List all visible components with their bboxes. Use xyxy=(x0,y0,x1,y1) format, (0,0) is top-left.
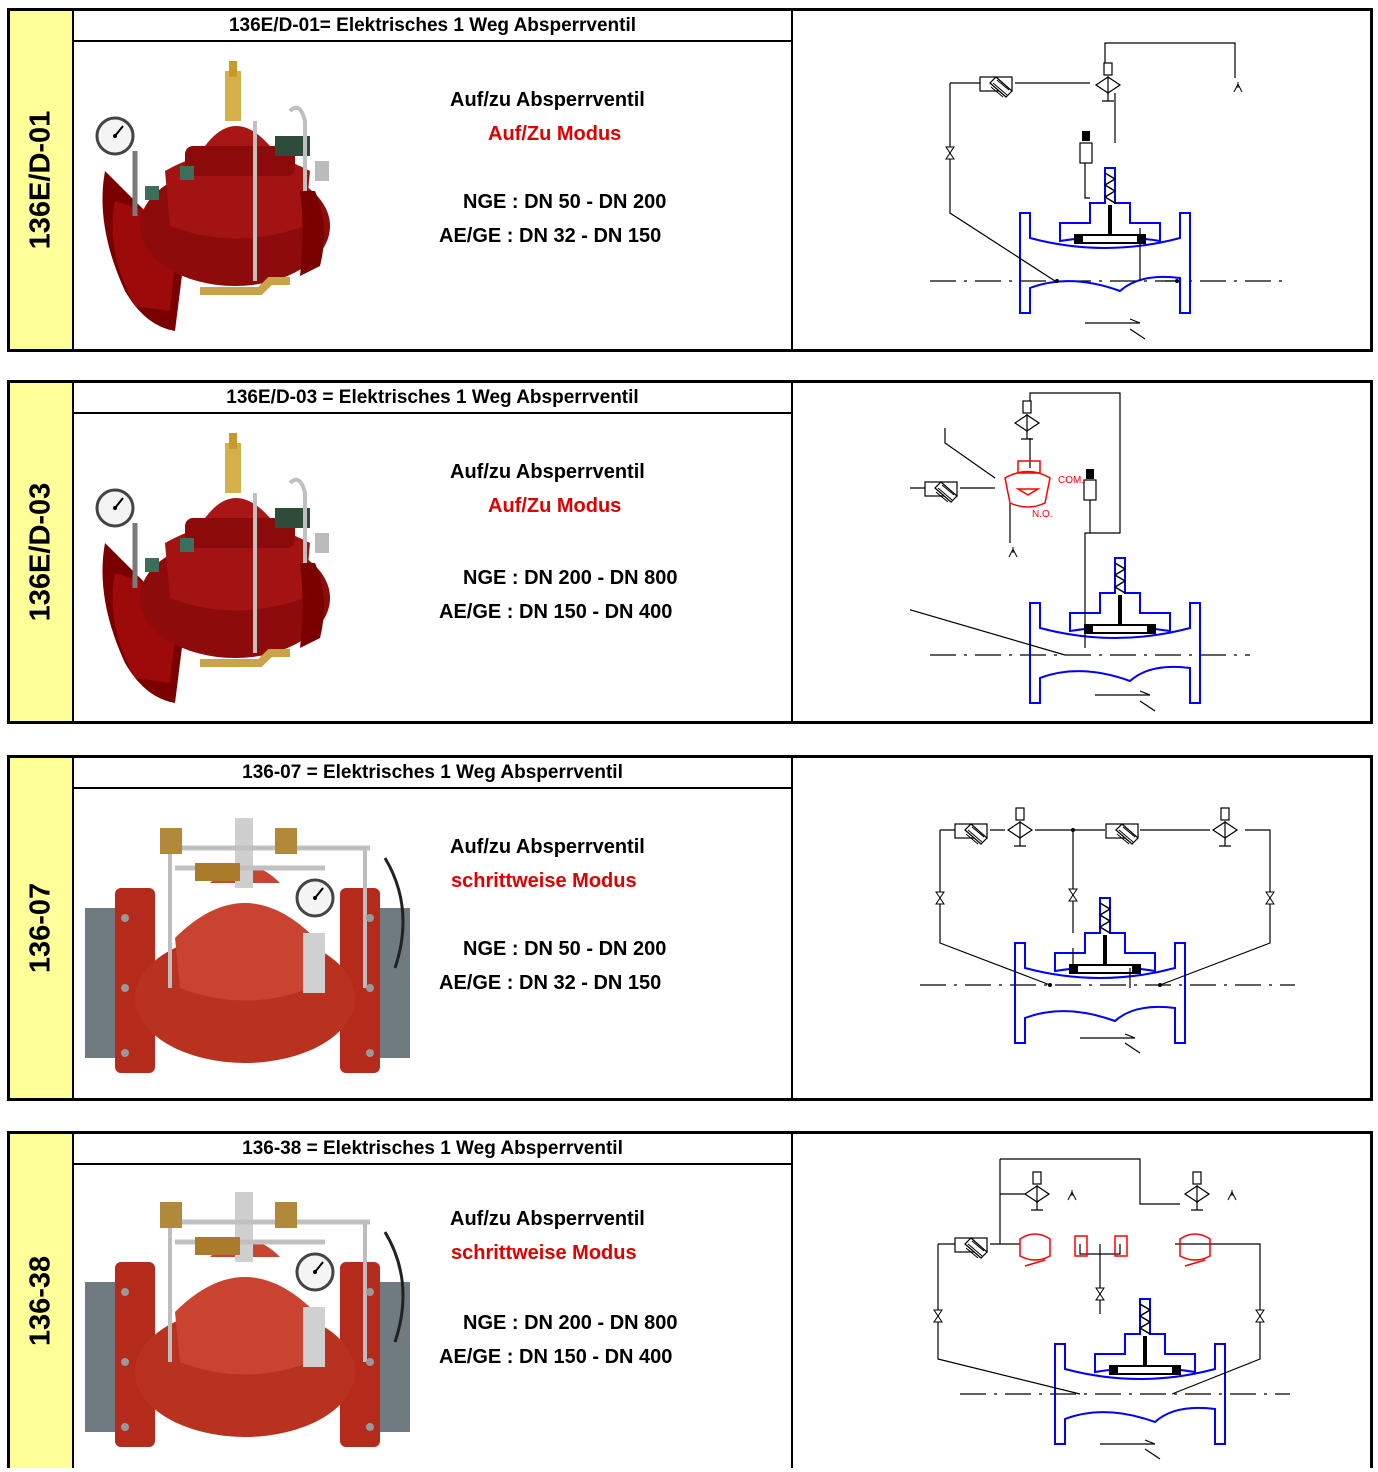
card-title: 136-07 = Elektrisches 1 Weg Absperrventi… xyxy=(74,758,791,789)
valve-photo xyxy=(85,423,345,718)
card-title: 136-38 = Elektrisches 1 Weg Absperrventi… xyxy=(74,1134,791,1165)
model-code-cell: 136-07 xyxy=(10,758,74,1098)
no-label: N.O. xyxy=(1032,509,1053,520)
function-label: Auf/zu Absperrventil xyxy=(450,89,645,111)
column-divider xyxy=(791,11,793,349)
valve-info: Auf/zu Absperrventil Auf/Zu Modus NGE : … xyxy=(415,383,775,713)
aege-size-range: AE/GE : DN 150 - DN 400 xyxy=(439,1346,673,1368)
valve-card: 136E/D-03 136E/D-03 = Elektrisches 1 Weg… xyxy=(7,380,1373,724)
aege-size-range: AE/GE : DN 32 - DN 150 xyxy=(439,972,662,994)
mode-label: Auf/Zu Modus xyxy=(488,495,622,517)
valve-photo xyxy=(85,51,345,346)
mode-label: Auf/Zu Modus xyxy=(488,123,622,145)
valve-card: 136E/D-01 136E/D-01= Elektrisches 1 Weg … xyxy=(7,8,1373,352)
column-divider xyxy=(791,758,793,1098)
function-label: Auf/zu Absperrventil xyxy=(450,1208,645,1230)
model-code-cell: 136E/D-01 xyxy=(10,11,74,349)
valve-card: 136-38 136-38 = Elektrisches 1 Weg Abspe… xyxy=(7,1131,1373,1468)
card-title: 136E/D-03 = Elektrisches 1 Weg Absperrve… xyxy=(74,383,791,414)
nge-size-range: NGE : DN 200 - DN 800 xyxy=(463,1312,678,1334)
nge-size-range: NGE : DN 200 - DN 800 xyxy=(463,567,678,589)
model-code: 136-07 xyxy=(24,882,57,974)
nge-size-range: NGE : DN 50 - DN 200 xyxy=(463,191,667,213)
valve-info: Auf/zu Absperrventil schrittweise Modus … xyxy=(415,758,775,1088)
column-divider xyxy=(791,383,793,721)
model-code: 136E/D-01 xyxy=(24,110,57,250)
mode-label: schrittweise Modus xyxy=(451,870,637,892)
hydraulic-schematic xyxy=(930,42,1285,340)
valve-photo xyxy=(85,788,410,1100)
com-label: COM. xyxy=(1058,475,1084,486)
model-code: 136-38 xyxy=(24,1255,57,1347)
mode-label: schrittweise Modus xyxy=(451,1242,637,1264)
function-label: Auf/zu Absperrventil xyxy=(450,461,645,483)
model-code-cell: 136E/D-03 xyxy=(10,383,74,721)
nge-size-range: NGE : DN 50 - DN 200 xyxy=(463,938,667,960)
valve-photo xyxy=(85,1162,410,1472)
hydraulic-schematic xyxy=(933,1158,1290,1460)
valve-card: 136-07 136-07 = Elektrisches 1 Weg Abspe… xyxy=(7,755,1373,1101)
card-title: 136E/D-01= Elektrisches 1 Weg Absperrven… xyxy=(74,11,791,42)
model-code: 136E/D-03 xyxy=(24,482,57,622)
function-label: Auf/zu Absperrventil xyxy=(450,836,645,858)
aege-size-range: AE/GE : DN 32 - DN 150 xyxy=(439,225,662,247)
hydraulic-schematic: COM. N.O. xyxy=(910,392,1250,712)
model-code-cell: 136-38 xyxy=(10,1134,74,1468)
valve-info: Auf/zu Absperrventil schrittweise Modus … xyxy=(415,1134,775,1464)
column-divider xyxy=(791,1134,793,1468)
aege-size-range: AE/GE : DN 150 - DN 400 xyxy=(439,601,673,623)
hydraulic-schematic xyxy=(920,807,1295,1054)
valve-info: Auf/zu Absperrventil Auf/Zu Modus NGE : … xyxy=(415,11,775,341)
